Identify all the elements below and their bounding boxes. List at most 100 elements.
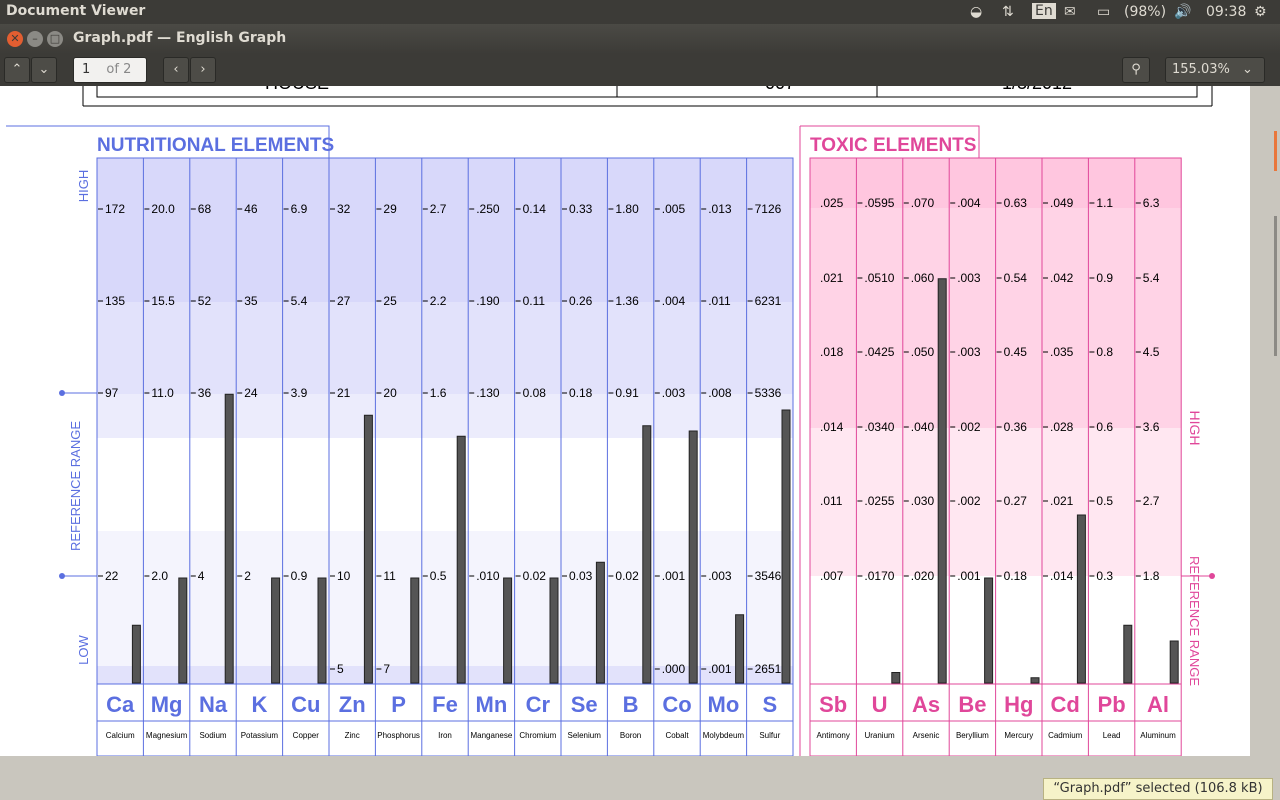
nutritional-band [97, 666, 793, 684]
tick-label: 3.6 [1143, 420, 1160, 434]
tick-label: 0.26 [569, 294, 593, 308]
element-symbol: Cd [1051, 692, 1080, 717]
close-window-button[interactable]: ✕ [7, 31, 23, 47]
zoom-select[interactable]: 155.03% ⌄ [1165, 57, 1265, 83]
element-name: Manganese [470, 731, 512, 740]
bar-se [595, 561, 605, 684]
tick-label: 7126 [755, 202, 782, 216]
previous-page-button[interactable]: ‹ [163, 57, 189, 83]
element-name: Antimony [817, 731, 850, 740]
page-number: 1 [82, 62, 91, 77]
low-label: LOW [76, 634, 91, 664]
maximize-window-button[interactable]: □ [47, 31, 63, 47]
tick-label: 0.5 [1096, 494, 1113, 508]
volume-icon[interactable]: 🔊 [1174, 4, 1192, 20]
tick-label: 0.33 [569, 202, 593, 216]
tick-label: 4.5 [1143, 345, 1160, 359]
tick-label: .025 [820, 196, 844, 210]
tick-label: 0.02 [523, 569, 547, 583]
tick-label: .0170 [864, 569, 894, 583]
search-icon[interactable]: ⚲ [1122, 57, 1150, 83]
system-top-panel: Document Viewer ◒ ⇅ En ✉ ▭ (98%) 🔊 09:38… [0, 0, 1280, 24]
tick-label: 1.80 [615, 202, 639, 216]
gear-icon[interactable]: ⚙ [1254, 4, 1267, 20]
tick-label: .0340 [864, 420, 894, 434]
chevron-up-icon[interactable]: ⌃ [4, 57, 30, 83]
tick-label: .000 [662, 662, 686, 676]
element-symbol: Co [662, 692, 691, 717]
tick-label: 3546 [755, 569, 782, 583]
element-name: Beryllium [956, 731, 989, 740]
tick-label: 2651 [755, 662, 782, 676]
document-area[interactable]: HOUSE 007 1/3/2012 NUTRITIONAL ELEMENTS HIGH… [0, 86, 1280, 800]
tick-label: 21 [337, 386, 351, 400]
battery-percent[interactable]: (98%) [1124, 4, 1167, 20]
minimize-window-button[interactable]: – [27, 31, 43, 47]
clock[interactable]: 09:38 [1206, 4, 1247, 20]
element-name: Magnesium [146, 731, 188, 740]
nutritional-band [97, 158, 793, 302]
bar-p [410, 577, 420, 684]
transfer-arrows-icon[interactable]: ⇅ [1002, 4, 1014, 20]
tick-label: .021 [1050, 494, 1074, 508]
nutritional-title-frame [6, 125, 330, 158]
tick-label: 52 [198, 294, 212, 308]
battery-icon[interactable]: ▭ [1097, 4, 1111, 20]
tick-label: 0.91 [615, 386, 639, 400]
network-icon[interactable]: ◒ [970, 4, 983, 20]
tick-label: 4 [198, 569, 205, 583]
tick-label: 11 [383, 569, 396, 583]
element-name: Potassium [241, 731, 279, 740]
tick-label: .003 [957, 271, 981, 285]
element-name: Phosphorus [377, 731, 420, 740]
tick-label: 0.8 [1096, 345, 1113, 359]
element-name: Boron [620, 731, 641, 740]
tick-label: 25 [383, 294, 397, 308]
element-symbol: Al [1147, 692, 1169, 717]
tick-label: 0.14 [523, 202, 547, 216]
bar-b [642, 425, 652, 684]
tick-label: 24 [244, 386, 258, 400]
bar-as [937, 278, 947, 684]
tick-label: 2.2 [430, 294, 447, 308]
tick-label: 0.18 [569, 386, 593, 400]
tick-label: .004 [957, 196, 981, 210]
tick-label: 0.27 [1004, 494, 1028, 508]
bar-co [688, 430, 698, 684]
mail-icon[interactable]: ✉ [1064, 4, 1076, 20]
tick-label: .013 [708, 202, 732, 216]
tick-label: 0.3 [1096, 569, 1113, 583]
tick-label: 20.0 [151, 202, 175, 216]
tick-label: 6.9 [291, 202, 308, 216]
page-number-input[interactable]: 1 of 2 [73, 57, 147, 83]
tick-label: .035 [1050, 345, 1074, 359]
element-symbol: B [623, 692, 639, 717]
keyboard-language-indicator[interactable]: En [1032, 3, 1056, 19]
tick-label: 172 [105, 202, 125, 216]
chevron-down-icon[interactable]: ⌄ [31, 57, 57, 83]
tick-label: 5336 [755, 386, 782, 400]
window-title: Graph.pdf — English Graph [73, 30, 287, 46]
tick-label: 27 [337, 294, 351, 308]
element-symbol: S [762, 692, 777, 717]
element-symbol: As [912, 692, 940, 717]
tick-label: 0.03 [569, 569, 593, 583]
tick-label: .040 [911, 420, 935, 434]
scrollbar[interactable] [1274, 216, 1277, 356]
bar-mn [503, 577, 513, 684]
bar-hg [1030, 677, 1040, 684]
next-page-button[interactable]: › [190, 57, 216, 83]
element-symbol: Ca [106, 692, 135, 717]
element-name: Aluminum [1140, 731, 1176, 740]
bar-u [891, 672, 901, 684]
tick-label: 35 [244, 294, 258, 308]
element-name: Arsenic [913, 731, 940, 740]
tick-label: .130 [476, 386, 500, 400]
element-name: Chromium [519, 731, 556, 740]
tick-label: 3.9 [291, 386, 308, 400]
element-name: Sulfur [759, 731, 780, 740]
status-bar: “Graph.pdf” selected (106.8 kB) [1043, 778, 1273, 800]
tick-label: 20 [383, 386, 397, 400]
element-graph: HOUSE 007 1/3/2012 NUTRITIONAL ELEMENTS HIGH… [6, 86, 1215, 756]
tick-label: 0.02 [615, 569, 639, 583]
